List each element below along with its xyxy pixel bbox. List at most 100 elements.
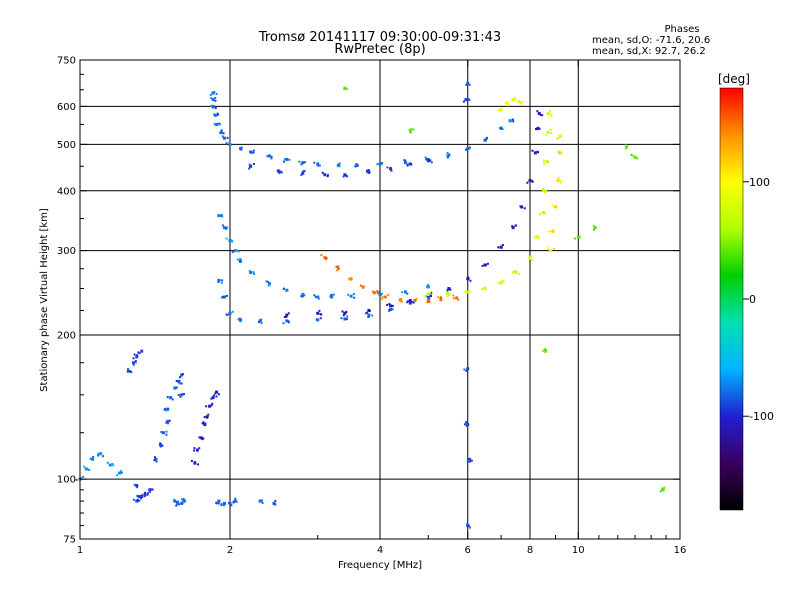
data-point-scatter [248, 163, 251, 166]
data-point-scatter [483, 286, 486, 289]
data-point-scatter [449, 288, 452, 291]
data-point [349, 294, 353, 298]
data-point-scatter [285, 316, 288, 319]
data-point-scatter [541, 189, 544, 192]
data-point-scatter [270, 155, 273, 158]
data-point [499, 108, 503, 112]
data-point-scatter [401, 291, 404, 294]
data-point [223, 226, 227, 230]
data-point [466, 367, 470, 371]
data-point-scatter [270, 157, 273, 160]
data-point-scatter [87, 468, 90, 471]
data-point-scatter [205, 416, 208, 419]
data-point-scatter [153, 456, 156, 459]
data-point-scatter [230, 504, 233, 507]
data-point-scatter [215, 395, 218, 398]
data-point-scatter [217, 113, 220, 116]
data-point [166, 407, 170, 411]
data-point-scatter [429, 294, 432, 297]
data-point [355, 163, 359, 167]
data-point [367, 313, 371, 317]
data-point-scatter [551, 204, 554, 207]
data-point-scatter [500, 126, 503, 129]
data-point-scatter [313, 161, 316, 164]
data-point-scatter [237, 318, 240, 321]
data-point-scatter [341, 310, 344, 313]
data-point-scatter [518, 101, 521, 104]
data-point-scatter [169, 397, 172, 400]
data-point-scatter [153, 459, 156, 462]
data-point [468, 457, 472, 461]
data-point-scatter [425, 158, 428, 161]
data-point-scatter [155, 460, 158, 463]
data-point-scatter [452, 297, 455, 300]
data-point-scatter [165, 409, 168, 412]
data-point-scatter [346, 315, 349, 318]
data-point-scatter [346, 175, 349, 178]
data-point-scatter [497, 109, 500, 112]
data-point-scatter [537, 235, 540, 238]
data-point-scatter [300, 163, 303, 166]
data-point [203, 423, 207, 427]
data-point-scatter [97, 452, 100, 455]
data-point [556, 179, 560, 183]
data-point-scatter [381, 296, 384, 299]
data-point-scatter [465, 369, 468, 372]
data-point-scatter [75, 478, 78, 481]
data-point-scatter [225, 226, 228, 229]
data-point-scatter [542, 211, 545, 214]
data-point-scatter [210, 104, 213, 107]
data-point-scatter [221, 215, 224, 218]
data-point-scatter [221, 135, 224, 138]
data-point-scatter [182, 498, 185, 501]
data-point-scatter [557, 137, 560, 140]
data-point-scatter [222, 504, 225, 507]
data-point-scatter [513, 270, 516, 273]
data-point-scatter [362, 285, 365, 288]
data-point [330, 295, 334, 299]
data-point-scatter [146, 493, 149, 496]
data-point-scatter [410, 127, 413, 130]
data-point-scatter [209, 93, 212, 96]
data-point-scatter [318, 309, 321, 312]
data-point [211, 91, 215, 95]
data-point-scatter [376, 163, 379, 166]
data-point-scatter [248, 167, 251, 170]
data-point-scatter [481, 264, 484, 267]
data-point [499, 281, 503, 285]
data-point-scatter [116, 474, 119, 477]
data-point-scatter [412, 128, 415, 131]
data-point [389, 308, 393, 312]
data-point-scatter [225, 142, 228, 145]
data-point-scatter [542, 159, 545, 162]
data-point-scatter [236, 258, 239, 261]
data-point-scatter [531, 180, 534, 183]
data-point-scatter [428, 300, 431, 303]
data-point-scatter [468, 147, 471, 150]
data-point-scatter [217, 393, 220, 396]
data-point-scatter [274, 499, 277, 502]
data-point-scatter [636, 157, 639, 160]
data-point-scatter [426, 285, 429, 288]
data-point-scatter [412, 301, 415, 304]
data-point-scatter [106, 461, 109, 464]
data-point-scatter [173, 386, 176, 389]
data-point-scatter [221, 224, 224, 227]
data-point-scatter [231, 251, 234, 254]
data-point-scatter [172, 498, 175, 501]
data-point-scatter [485, 136, 488, 139]
data-point-scatter [220, 296, 223, 299]
data-point-scatter [501, 127, 504, 130]
data-point [223, 501, 227, 505]
data-point-scatter [315, 318, 318, 321]
data-point [108, 463, 112, 467]
data-point [267, 154, 271, 158]
data-point-scatter [210, 404, 213, 407]
data-point [378, 162, 382, 166]
y-tick-label: 600 [57, 102, 76, 113]
data-point-scatter [543, 212, 546, 215]
data-point-scatter [219, 214, 222, 217]
data-point [272, 501, 276, 505]
data-point-scatter [467, 525, 470, 528]
data-point-scatter [213, 113, 216, 116]
